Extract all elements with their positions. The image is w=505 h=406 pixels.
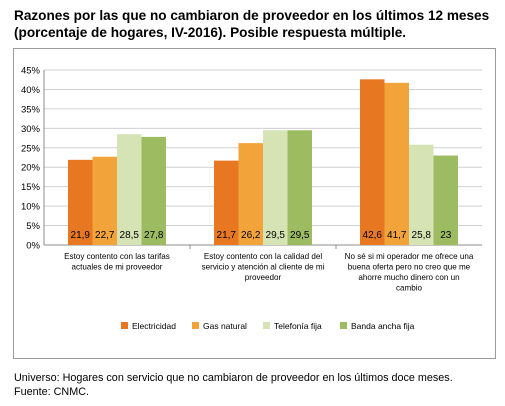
category-label: proveedor bbox=[245, 273, 282, 282]
bar bbox=[92, 156, 117, 245]
y-tick-label: 45% bbox=[21, 66, 41, 77]
category-label: ahorre mucho dinero con un bbox=[358, 273, 459, 282]
data-label: 42,6 bbox=[363, 230, 383, 241]
data-label: 29,5 bbox=[266, 230, 286, 241]
legend-swatch bbox=[121, 322, 128, 329]
legend-label: Telefonía fija bbox=[274, 321, 322, 331]
bar bbox=[68, 159, 93, 245]
category-label: servicio y atención al cliente de mi bbox=[202, 263, 325, 272]
bar bbox=[214, 160, 239, 245]
data-label: 21,9 bbox=[71, 230, 91, 241]
bar bbox=[360, 79, 385, 245]
y-tick-label: 5% bbox=[26, 221, 40, 232]
category-label: Estoy contento con las tarifas bbox=[64, 252, 170, 261]
legend-label: Electricidad bbox=[132, 321, 176, 331]
bar bbox=[384, 82, 409, 245]
category-label: Estoy contento con la calidad del bbox=[204, 252, 323, 261]
chart-frame bbox=[13, 48, 496, 359]
chart-title-line-1: Razones por las que no cambiaron de prov… bbox=[14, 8, 490, 23]
y-tick-label: 25% bbox=[21, 143, 41, 154]
bar bbox=[287, 130, 312, 245]
y-tick-label: 15% bbox=[21, 182, 41, 193]
data-label: 25,8 bbox=[412, 230, 432, 241]
category-label: cambio bbox=[396, 284, 423, 293]
universe-note: Universo: Hogares con servicio que no ca… bbox=[14, 372, 453, 384]
legend-label: Banda ancha fija bbox=[351, 321, 415, 331]
bar bbox=[238, 143, 263, 245]
data-label: 21,7 bbox=[217, 230, 237, 241]
y-tick-label: 20% bbox=[21, 163, 41, 174]
data-label: 27,8 bbox=[144, 230, 164, 241]
y-tick-label: 10% bbox=[21, 202, 41, 213]
y-tick-label: 30% bbox=[21, 124, 41, 135]
category-label: No sé si mi operador me ofrece una bbox=[345, 252, 474, 261]
data-label: 29,5 bbox=[290, 230, 310, 241]
data-label: 22,7 bbox=[95, 230, 115, 241]
legend-swatch bbox=[263, 322, 270, 329]
bar bbox=[141, 136, 166, 245]
chart-footer: Universo: Hogares con servicio que no ca… bbox=[14, 372, 453, 399]
bar bbox=[409, 144, 434, 245]
bar bbox=[433, 155, 458, 245]
bar bbox=[263, 130, 288, 245]
source-note: Fuente: CNMC. bbox=[14, 385, 89, 398]
chart-title-line-2: (porcentaje de hogares, IV-2016). Posibl… bbox=[14, 25, 407, 40]
data-label: 23 bbox=[440, 230, 452, 241]
data-label: 26,2 bbox=[241, 230, 261, 241]
legend-swatch bbox=[192, 322, 199, 329]
chart-title: Razones por las que no cambiaron de prov… bbox=[14, 7, 499, 41]
data-label: 28,5 bbox=[120, 230, 140, 241]
legend-label: Gas natural bbox=[203, 321, 247, 331]
y-tick-label: 35% bbox=[21, 104, 41, 115]
data-label: 41,7 bbox=[387, 230, 407, 241]
legend-swatch bbox=[340, 322, 347, 329]
category-label: actuales de mi proveedor bbox=[72, 263, 163, 272]
bar bbox=[117, 134, 142, 245]
y-tick-label: 40% bbox=[21, 85, 41, 96]
category-label: buena oferta pero no creo que me bbox=[348, 263, 471, 272]
y-tick-label: 0% bbox=[26, 241, 40, 252]
